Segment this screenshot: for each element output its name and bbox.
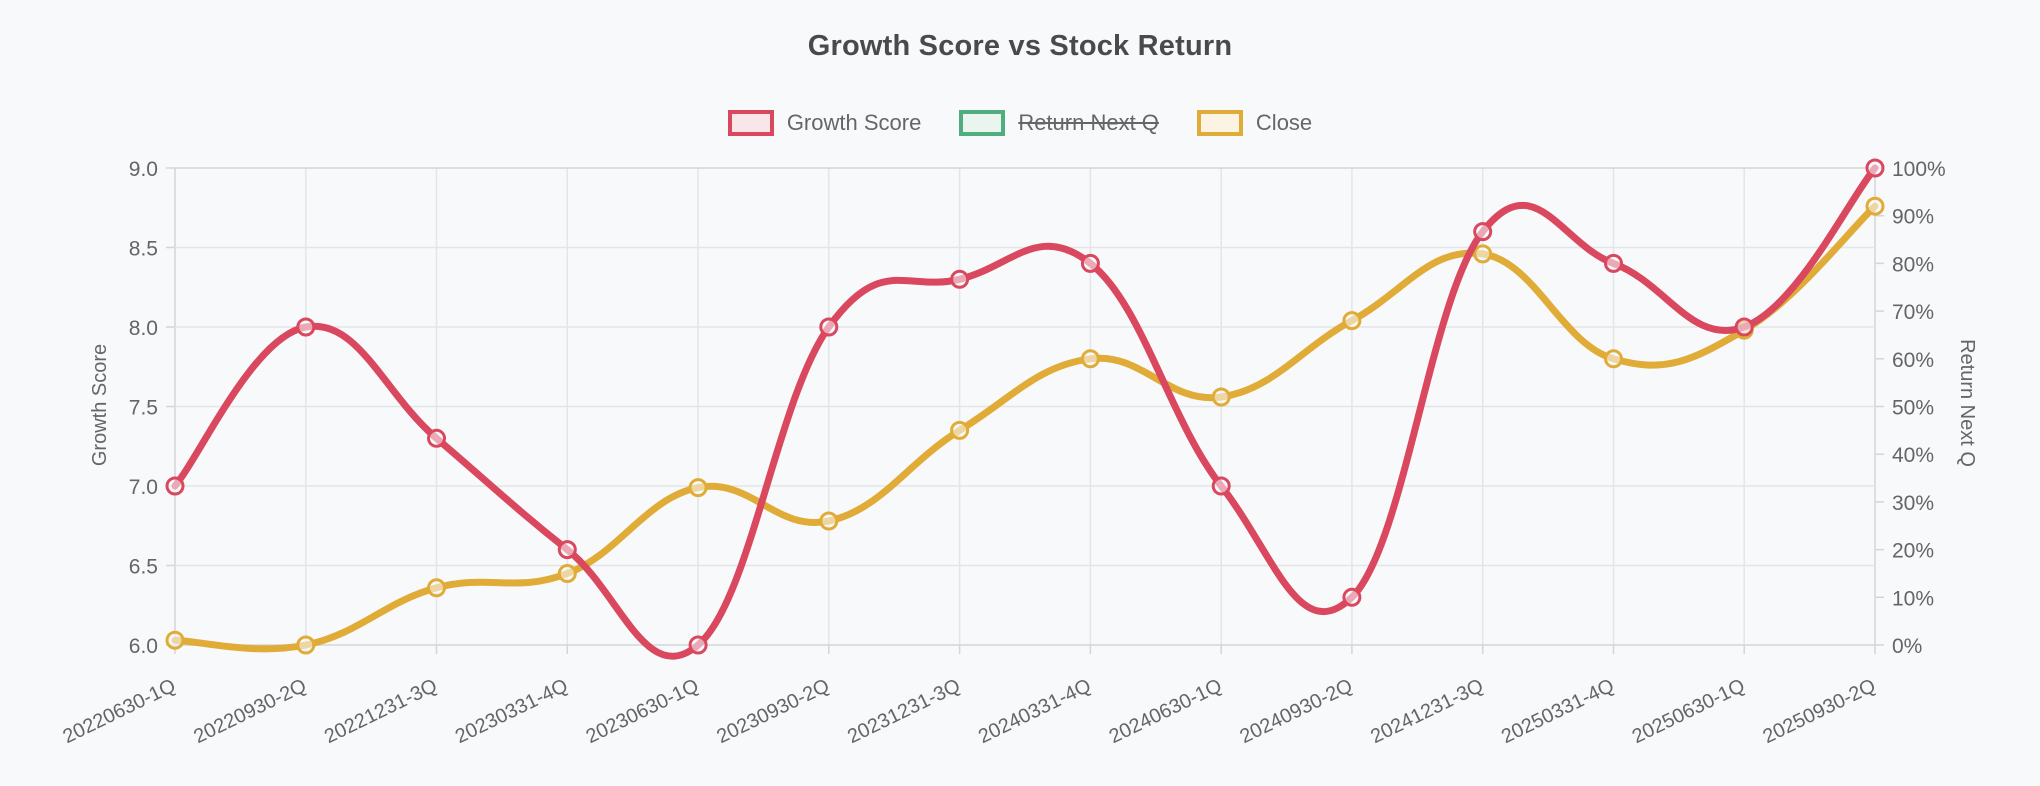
- y-right-tick-label: 0%: [1892, 635, 1922, 658]
- legend-item-return-next-q[interactable]: Return Next Q: [959, 110, 1159, 136]
- y-left-tick-label: 7.0: [129, 476, 158, 499]
- data-point-close[interactable]: [950, 420, 970, 440]
- data-point-growth-score[interactable]: [1211, 476, 1231, 496]
- data-point-growth-score[interactable]: [688, 635, 708, 655]
- data-point-growth-score[interactable]: [1342, 587, 1362, 607]
- data-point-growth-score[interactable]: [950, 269, 970, 289]
- data-point-close[interactable]: [1604, 349, 1623, 369]
- y-right-tick-label: 60%: [1892, 349, 1934, 372]
- data-point-close[interactable]: [819, 511, 839, 531]
- gridlines: [174, 167, 1876, 646]
- data-point-close[interactable]: [1211, 387, 1231, 407]
- y-left-tick-label: 6.0: [129, 635, 158, 658]
- y-right-tick-label: 50%: [1892, 397, 1934, 420]
- axis-ticks: 9.0 8.5 8.0 7.5 7.0 6.5 6.0 100% 90% 80% 70% 60% 50%…: [60, 158, 1946, 748]
- legend-label-close: Close: [1255, 110, 1313, 135]
- y-right-tick-label: 10%: [1892, 587, 1934, 610]
- x-tick-label: 20240331-4Q: [975, 675, 1095, 748]
- data-point-growth-score[interactable]: [1604, 253, 1623, 273]
- data-point-growth-score[interactable]: [427, 428, 446, 448]
- y-right-tick-label: 100%: [1892, 158, 1946, 181]
- x-tick-label: 20240930-2Q: [1236, 675, 1356, 748]
- data-point-growth-score[interactable]: [1473, 222, 1493, 242]
- y-right-tick-label: 20%: [1892, 540, 1934, 563]
- y-left-tick-label: 8.5: [129, 238, 158, 261]
- chart-legend: Growth Score Return Next Q Close: [0, 110, 2040, 136]
- data-point-close[interactable]: [296, 635, 316, 655]
- y-left-tick-label: 6.5: [129, 556, 158, 579]
- data-point-growth-score[interactable]: [1080, 253, 1100, 273]
- legend-label-return-next-q: Return Next Q: [1018, 110, 1159, 135]
- legend-swatch-return-next-q: [959, 110, 1006, 136]
- series-growth-score: [165, 158, 1885, 660]
- data-point-growth-score[interactable]: [1865, 158, 1885, 178]
- x-tick-label: 20220930-2Q: [190, 675, 310, 748]
- x-tick-label: 20240630-1Q: [1106, 675, 1226, 748]
- data-point-close[interactable]: [165, 630, 185, 650]
- data-point-close[interactable]: [1473, 244, 1493, 264]
- x-tick-label: 20250331-4Q: [1498, 675, 1618, 748]
- data-point-growth-score[interactable]: [296, 317, 316, 337]
- data-point-growth-score[interactable]: [557, 540, 577, 560]
- x-tick-label: 20230331-4Q: [452, 675, 572, 748]
- x-tick-label: 20230930-2Q: [713, 675, 833, 748]
- data-point-close[interactable]: [427, 578, 446, 598]
- data-point-close[interactable]: [1080, 349, 1100, 369]
- x-tick-label: 20241231-3Q: [1367, 675, 1487, 748]
- x-tick-label: 20250930-2Q: [1760, 675, 1880, 748]
- y-left-tick-label: 9.0: [129, 158, 158, 181]
- x-tick-label: 20230630-1Q: [583, 675, 703, 748]
- y-right-tick-label: 30%: [1892, 492, 1934, 515]
- y-right-tick-label: 70%: [1892, 301, 1934, 324]
- legend-label-growth-score: Growth Score: [786, 110, 922, 135]
- series-close: [165, 196, 1885, 655]
- y-left-tick-label: 8.0: [129, 317, 158, 340]
- y-right-tick-label: 90%: [1892, 206, 1934, 229]
- data-point-close[interactable]: [688, 478, 708, 498]
- data-point-close[interactable]: [1865, 196, 1885, 216]
- data-point-close[interactable]: [557, 564, 577, 583]
- x-tick-label: 20220630-1Q: [60, 675, 180, 748]
- legend-item-close[interactable]: Close: [1196, 110, 1313, 136]
- legend-item-growth-score[interactable]: Growth Score: [727, 110, 922, 136]
- data-point-growth-score[interactable]: [165, 476, 185, 496]
- data-point-growth-score[interactable]: [819, 317, 839, 337]
- chart-title: Growth Score vs Stock Return: [807, 30, 1233, 62]
- data-point-close[interactable]: [1342, 311, 1362, 331]
- y-right-tick-label: 40%: [1892, 444, 1934, 467]
- legend-swatch-close: [1196, 110, 1243, 136]
- data-point-growth-score[interactable]: [1734, 317, 1754, 337]
- series-line-growth-score: [171, 164, 1879, 660]
- x-tick-label: 20231231-3Q: [844, 675, 964, 748]
- x-tick-label: 20250630-1Q: [1629, 675, 1749, 748]
- legend-swatch-growth-score: [727, 110, 774, 136]
- x-tick-label: 20221231-3Q: [321, 675, 441, 748]
- y-left-tick-label: 7.5: [129, 397, 158, 420]
- y-right-tick-label: 80%: [1892, 253, 1934, 276]
